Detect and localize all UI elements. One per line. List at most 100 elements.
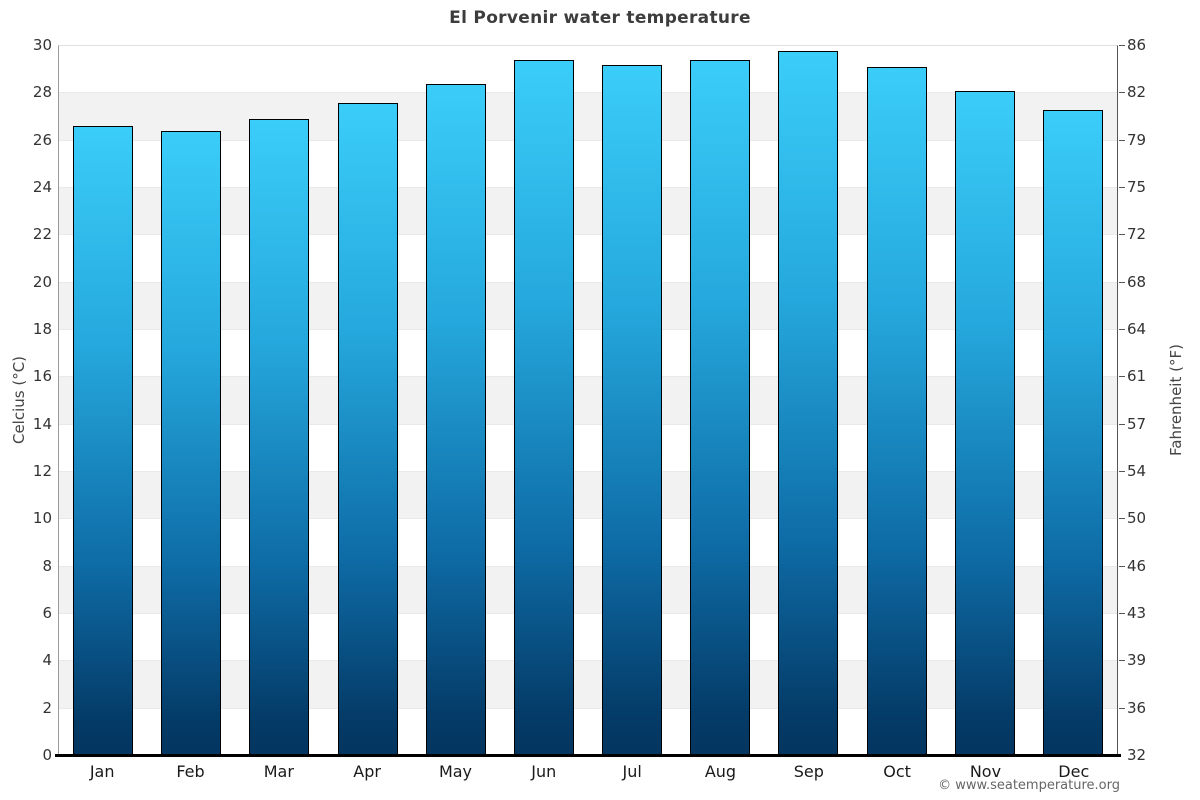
grid-band bbox=[59, 139, 1117, 187]
fahrenheit-tick-mark bbox=[1119, 423, 1125, 425]
fahrenheit-tick-label: 57 bbox=[1127, 414, 1147, 433]
fahrenheit-tick-label: 43 bbox=[1127, 604, 1147, 622]
celsius-tick-label: 20 bbox=[32, 272, 52, 291]
fahrenheit-tick-label: 61 bbox=[1127, 367, 1147, 386]
bar-slot-apr bbox=[324, 46, 412, 755]
fahrenheit-tick-mark bbox=[1119, 329, 1125, 330]
bar-slot-may bbox=[412, 46, 500, 755]
bar-may bbox=[425, 83, 486, 755]
bar-sep bbox=[778, 50, 839, 755]
fahrenheit-tick-mark bbox=[1119, 376, 1125, 378]
fahrenheit-tick-mark bbox=[1119, 707, 1125, 709]
fahrenheit-tick-mark bbox=[1119, 565, 1125, 567]
month-label-mar: Mar bbox=[263, 762, 294, 781]
month-label-feb: Feb bbox=[176, 762, 205, 781]
fahrenheit-tick-label: 64 bbox=[1127, 320, 1147, 338]
grid-band bbox=[59, 660, 1117, 708]
bar-dec bbox=[1043, 109, 1103, 755]
fahrenheit-tick-mark bbox=[1119, 281, 1125, 283]
grid-band bbox=[59, 328, 1117, 377]
attribution-text: © www.seatemperature.org bbox=[938, 778, 1120, 793]
bar-apr bbox=[337, 102, 398, 755]
month-label-may: May bbox=[438, 762, 473, 781]
bar-jun bbox=[513, 60, 574, 755]
celsius-tick-label: 22 bbox=[32, 225, 52, 244]
month-label-jul: Jul bbox=[622, 762, 642, 781]
bar-slot-mar bbox=[235, 46, 323, 755]
grid-band bbox=[59, 46, 1117, 93]
bar-slot-sep bbox=[764, 46, 852, 755]
fahrenheit-tick-label: 72 bbox=[1127, 225, 1147, 244]
grid-bands bbox=[59, 46, 1117, 755]
celsius-tick-label: 6 bbox=[42, 604, 52, 622]
month-label-dec: Dec bbox=[1058, 762, 1090, 781]
grid-band bbox=[59, 707, 1117, 755]
fahrenheit-tick-mark bbox=[1119, 234, 1125, 236]
fahrenheit-tick-mark bbox=[1119, 518, 1125, 520]
grid-band bbox=[59, 470, 1117, 519]
grid-band bbox=[59, 612, 1117, 661]
bar-mar bbox=[249, 119, 310, 755]
grid-band bbox=[59, 234, 1117, 282]
grid-band bbox=[59, 376, 1117, 424]
fahrenheit-tick-label: 32 bbox=[1127, 746, 1147, 764]
month-label-jan: Jan bbox=[89, 762, 115, 781]
celsius-tick-label: 0 bbox=[42, 746, 52, 764]
month-label-apr: Apr bbox=[353, 762, 381, 781]
grid-band bbox=[59, 281, 1117, 329]
bar-jul bbox=[602, 64, 663, 755]
fahrenheit-tick-label: 50 bbox=[1127, 509, 1147, 528]
fahrenheit-tick-mark bbox=[1119, 139, 1125, 141]
fahrenheit-tick-mark bbox=[1119, 660, 1125, 662]
bar-slot-dec bbox=[1029, 46, 1117, 755]
fahrenheit-tick-label: 39 bbox=[1127, 651, 1147, 670]
fahrenheit-axis-title: Fahrenheit (°F) bbox=[1167, 344, 1185, 456]
bar-slot-jun bbox=[500, 46, 588, 755]
month-label-nov: Nov bbox=[969, 762, 1002, 781]
month-label-oct: Oct bbox=[883, 762, 911, 781]
month-label-sep: Sep bbox=[793, 762, 824, 781]
bar-slot-nov bbox=[941, 46, 1029, 755]
bar-slot-oct bbox=[853, 46, 941, 755]
grid-band bbox=[59, 92, 1117, 140]
bar-aug bbox=[690, 60, 751, 755]
fahrenheit-tick-label: 36 bbox=[1127, 698, 1147, 717]
bar-nov bbox=[954, 90, 1015, 755]
grid-band bbox=[59, 518, 1117, 566]
fahrenheit-tick-label: 82 bbox=[1127, 83, 1147, 102]
month-label-aug: Aug bbox=[704, 762, 737, 781]
fahrenheit-tick-label: 86 bbox=[1127, 36, 1147, 54]
grid-band bbox=[59, 186, 1117, 235]
bar-slot-aug bbox=[676, 46, 764, 755]
bar-slot-jul bbox=[588, 46, 676, 755]
fahrenheit-tick-mark bbox=[1119, 187, 1125, 188]
month-label-jun: Jun bbox=[531, 762, 557, 781]
celsius-tick-label: 26 bbox=[32, 130, 52, 149]
plot-area bbox=[58, 45, 1118, 755]
grid-band bbox=[59, 423, 1117, 471]
celsius-tick-label: 2 bbox=[42, 698, 52, 717]
celsius-tick-label: 16 bbox=[32, 367, 52, 386]
fahrenheit-tick-label: 68 bbox=[1127, 272, 1147, 291]
bar-oct bbox=[866, 67, 927, 755]
fahrenheit-tick-mark bbox=[1119, 92, 1125, 94]
celsius-tick-label: 14 bbox=[32, 414, 52, 433]
fahrenheit-tick-label: 46 bbox=[1127, 556, 1147, 575]
celsius-tick-label: 10 bbox=[32, 509, 52, 528]
fahrenheit-tick-mark bbox=[1119, 45, 1125, 46]
fahrenheit-tick-label: 79 bbox=[1127, 130, 1147, 149]
x-axis-labels: Jan Feb Mar Apr May Jun Jul Aug Sep Oct Nov Dec bbox=[58, 762, 1118, 781]
celsius-tick-label: 18 bbox=[32, 320, 52, 338]
bar-slot-feb bbox=[147, 46, 235, 755]
bar-feb bbox=[161, 131, 222, 755]
celsius-tick-label: 30 bbox=[32, 36, 52, 54]
chart-title: El Porvenir water temperature bbox=[449, 8, 751, 28]
celsius-tick-label: 28 bbox=[32, 83, 52, 102]
bar-jan bbox=[73, 126, 134, 755]
celsius-tick-label: 4 bbox=[42, 651, 52, 670]
celsius-tick-label: 24 bbox=[32, 178, 52, 196]
bar-slot-jan bbox=[59, 46, 147, 755]
fahrenheit-tick-mark bbox=[1119, 471, 1125, 472]
celsius-tick-label: 12 bbox=[32, 462, 52, 480]
